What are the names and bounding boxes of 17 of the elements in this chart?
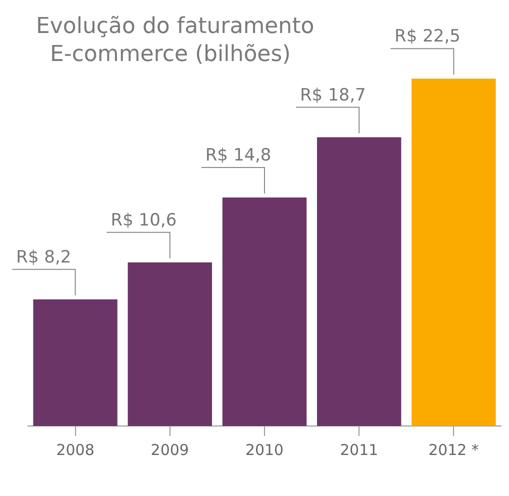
chart-title: Evolução do faturamento <box>36 14 314 39</box>
bar <box>317 137 402 426</box>
data-label: R$ 14,8 <box>205 145 272 166</box>
x-tick-label: 2009 <box>150 440 189 459</box>
bar <box>412 78 496 426</box>
x-tick-label: 2008 <box>56 440 94 459</box>
x-tick-label: 2012 * <box>428 440 480 459</box>
data-label: R$ 18,7 <box>300 85 366 106</box>
chart-subtitle: E-commerce (bilhões) <box>50 42 291 67</box>
data-label: R$ 8,2 <box>16 247 72 268</box>
bar <box>222 197 307 426</box>
bar <box>33 299 118 426</box>
x-tick-label: 2011 <box>340 440 378 459</box>
bar <box>128 262 212 426</box>
data-label: R$ 22,5 <box>394 26 460 47</box>
data-label: R$ 10,6 <box>110 210 177 230</box>
x-tick-label: 2010 <box>245 440 284 459</box>
